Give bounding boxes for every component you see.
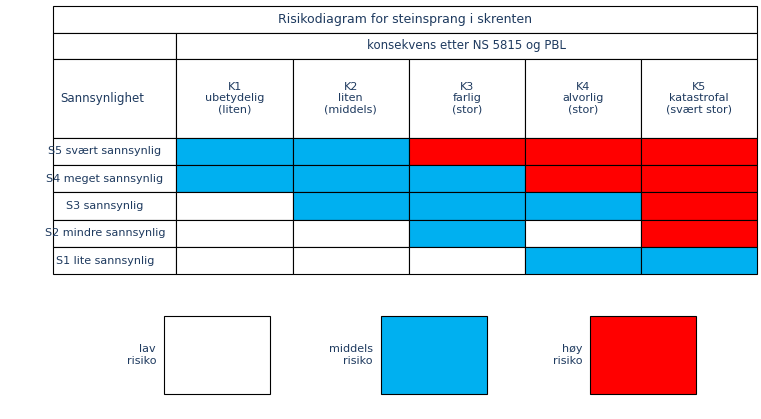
Bar bbox=[53, 247, 177, 274]
Bar bbox=[177, 33, 757, 59]
Text: K1
ubetydelig
(liten): K1 ubetydelig (liten) bbox=[205, 82, 264, 115]
Text: middels
risiko: middels risiko bbox=[329, 344, 373, 366]
Bar bbox=[409, 247, 525, 274]
Bar bbox=[53, 192, 177, 220]
Bar bbox=[177, 59, 292, 138]
Bar bbox=[177, 192, 292, 220]
Text: S5 svært sannsynlig: S5 svært sannsynlig bbox=[49, 146, 161, 156]
Bar bbox=[53, 165, 177, 192]
Bar bbox=[177, 138, 292, 165]
Bar bbox=[641, 138, 757, 165]
Bar bbox=[292, 138, 409, 165]
Bar bbox=[409, 138, 525, 165]
Text: Risikodiagram for steinsprang i skrenten: Risikodiagram for steinsprang i skrenten bbox=[279, 13, 532, 26]
Bar bbox=[177, 247, 292, 274]
Text: K5
katastrofal
(svært stor): K5 katastrofal (svært stor) bbox=[666, 82, 732, 115]
Bar bbox=[292, 192, 409, 220]
Text: S3 sannsynlig: S3 sannsynlig bbox=[66, 201, 144, 211]
Bar bbox=[525, 138, 641, 165]
Bar bbox=[292, 220, 409, 247]
Bar bbox=[641, 220, 757, 247]
Text: K4
alvorlig
(stor): K4 alvorlig (stor) bbox=[562, 82, 603, 115]
Bar bbox=[53, 33, 177, 59]
Bar bbox=[164, 316, 270, 394]
Bar bbox=[292, 59, 409, 138]
Bar bbox=[53, 220, 177, 247]
Text: S2 mindre sannsynlig: S2 mindre sannsynlig bbox=[45, 228, 165, 238]
Bar bbox=[409, 59, 525, 138]
Bar bbox=[53, 6, 757, 33]
Bar bbox=[525, 59, 641, 138]
Text: høy
risiko: høy risiko bbox=[552, 344, 582, 366]
Bar bbox=[590, 316, 696, 394]
Bar bbox=[380, 316, 487, 394]
Bar bbox=[525, 220, 641, 247]
Bar bbox=[641, 192, 757, 220]
Bar bbox=[525, 192, 641, 220]
Bar bbox=[292, 247, 409, 274]
Bar bbox=[409, 192, 525, 220]
Bar bbox=[409, 165, 525, 192]
Bar bbox=[53, 59, 177, 138]
Bar bbox=[177, 165, 292, 192]
Text: S1 lite sannsynlig: S1 lite sannsynlig bbox=[56, 256, 154, 266]
Bar bbox=[641, 59, 757, 138]
Bar bbox=[53, 138, 177, 165]
Bar bbox=[525, 165, 641, 192]
Bar bbox=[641, 247, 757, 274]
Bar bbox=[525, 247, 641, 274]
Bar bbox=[177, 220, 292, 247]
Text: lav
risiko: lav risiko bbox=[126, 344, 156, 366]
Bar bbox=[292, 165, 409, 192]
Text: K3
farlig
(stor): K3 farlig (stor) bbox=[452, 82, 482, 115]
Text: K2
liten
(middels): K2 liten (middels) bbox=[324, 82, 377, 115]
Text: S4 meget sannsynlig: S4 meget sannsynlig bbox=[46, 174, 164, 184]
Bar bbox=[641, 165, 757, 192]
Bar bbox=[409, 220, 525, 247]
Text: konsekvens etter NS 5815 og PBL: konsekvens etter NS 5815 og PBL bbox=[368, 39, 566, 52]
Text: Sannsynlighet: Sannsynlighet bbox=[61, 92, 145, 105]
